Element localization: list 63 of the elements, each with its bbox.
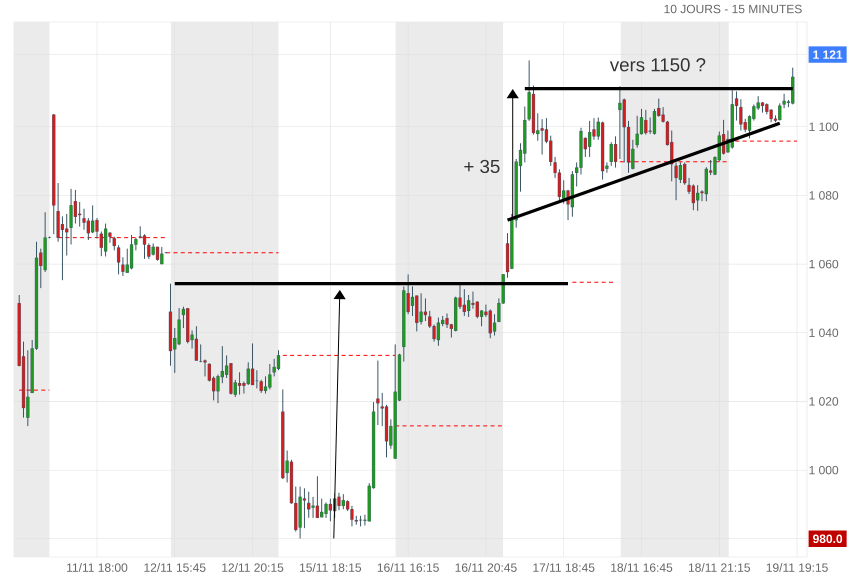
candlestick <box>264 376 268 394</box>
x-tick-label: 12/11 20:15 <box>222 563 284 572</box>
annotation: vers 1150 ? <box>610 58 706 72</box>
candlestick <box>238 372 242 396</box>
candlestick <box>26 350 30 427</box>
candlestick <box>540 118 544 156</box>
candlestick <box>358 515 362 527</box>
candlestick <box>652 108 656 136</box>
candlestick <box>311 496 315 518</box>
y-tick-label: 1 000 <box>810 466 838 474</box>
candlestick <box>618 86 622 160</box>
candlestick <box>95 218 99 239</box>
x-tick-label: 18/11 16:45 <box>611 563 672 572</box>
candlestick <box>678 162 682 184</box>
candlestick <box>302 488 306 529</box>
chart-subtitle: 10 JOURS - 15 MINUTES <box>664 4 802 14</box>
candlestick <box>194 326 198 362</box>
y-tick-label: 1 121 <box>813 50 842 59</box>
candlestick <box>614 136 618 168</box>
y-tick-label: 1 100 <box>810 122 838 131</box>
x-tick-label: 18/11 21:15 <box>688 563 750 572</box>
y-tick-label: 1 080 <box>810 191 838 200</box>
candlestick <box>350 505 354 527</box>
candlestick <box>324 502 328 518</box>
candlestick <box>436 317 440 346</box>
candlestick <box>250 342 254 386</box>
candlestick <box>112 236 116 251</box>
x-tick-label: 15/11 18:15 <box>300 563 362 572</box>
candlestick <box>82 208 86 230</box>
candlestick <box>142 234 146 260</box>
x-tick-label: 16/11 20:45 <box>456 563 517 572</box>
y-tick-label: 1 040 <box>810 328 838 338</box>
x-tick-label: 17/11 18:45 <box>533 563 594 572</box>
candlestick <box>376 360 380 426</box>
candlestick <box>445 313 449 328</box>
candlestick <box>739 98 743 131</box>
y-tick-label: 980.0 <box>813 534 842 544</box>
candlestick <box>116 244 120 275</box>
candlestick <box>276 350 280 371</box>
x-tick-label: 19/11 19:15 <box>766 563 828 572</box>
annotation: + 35 <box>464 160 500 174</box>
candlestick <box>203 359 207 377</box>
candlestick <box>216 374 220 404</box>
x-tick-label: 16/11 16:15 <box>378 563 439 572</box>
candlestick <box>272 358 276 377</box>
x-tick-label: 11/11 18:00 <box>67 563 128 572</box>
y-tick-label: 1 020 <box>810 397 838 406</box>
candlestick <box>69 188 73 245</box>
x-tick-label: 12/11 15:45 <box>144 563 206 572</box>
candlestick <box>419 292 423 325</box>
candlestick <box>760 102 764 114</box>
candlestick <box>337 492 341 511</box>
candlestick <box>782 93 786 109</box>
candlestick <box>636 115 639 148</box>
candlestick <box>424 298 428 322</box>
candlestick <box>674 162 678 201</box>
candlestick <box>316 476 320 518</box>
candlestick <box>492 314 496 336</box>
candlestick <box>268 364 272 390</box>
candlestick <box>130 234 134 270</box>
candlestick <box>121 256 125 277</box>
y-tick-label: 1 060 <box>810 260 838 268</box>
candlestick <box>156 246 160 262</box>
